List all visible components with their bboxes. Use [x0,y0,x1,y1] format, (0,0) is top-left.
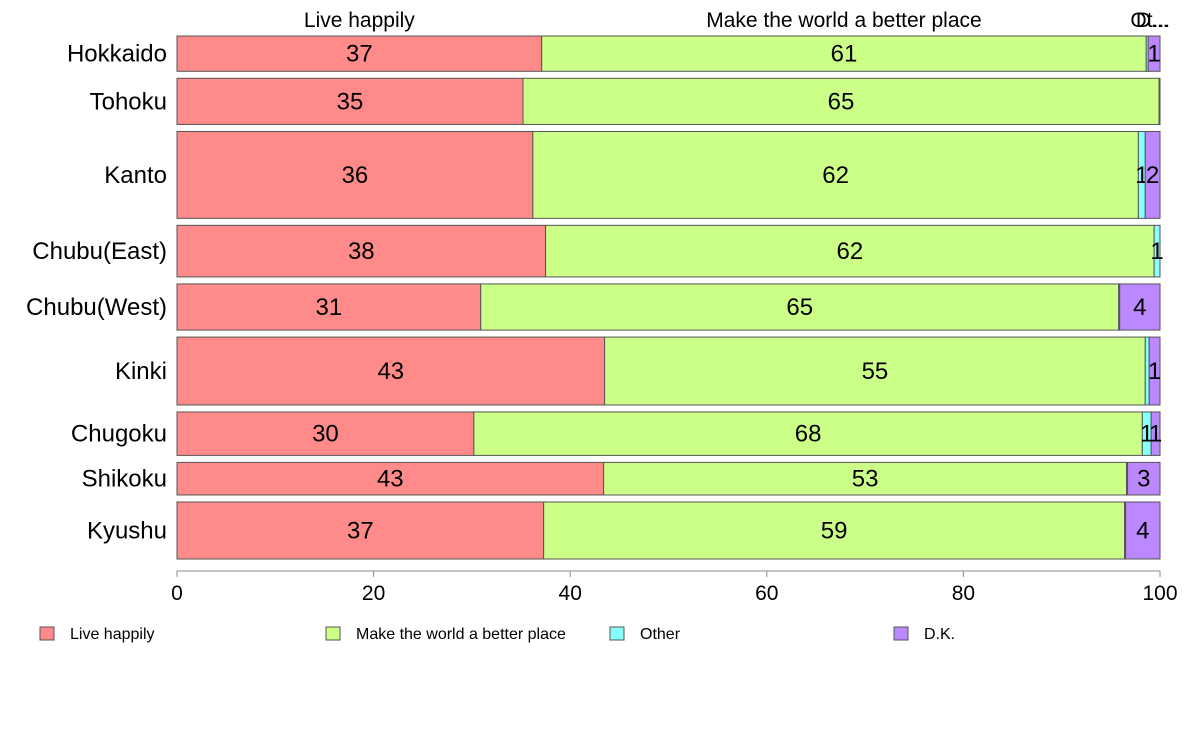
bar-kyushu-live-happily [176,501,545,560]
bar-chugoku-d-k [1150,411,1161,456]
bar-kyushu-make-the-world-a-better-place [543,501,1126,560]
value-label-kyushu-live-happily: 37 [347,517,374,544]
value-label-kanto-d-k: 2 [1146,162,1159,189]
value-label-chubu-east-live-happily: 38 [348,238,375,265]
value-label-tohoku-make-the-world-a-better-place: 65 [828,88,855,115]
x-tick-label-0: 0 [171,582,183,605]
legend-swatch-d-k [893,626,909,641]
value-label-tohoku-live-happily: 35 [337,88,364,115]
category-label-shikoku: Shikoku [82,466,167,493]
bar-hokkaido-make-the-world-a-better-place [541,35,1147,72]
category-label-chubu-east: Chubu(East) [32,238,167,265]
value-label-chubu-east-other: 1 [1150,238,1163,265]
value-label-chubu-west-make-the-world-a-better-place: 65 [786,294,813,321]
bar-chubu-west-make-the-world-a-better-place [480,283,1120,331]
category-label-kanto: Kanto [104,162,167,189]
top-label-d-k: D... [1136,9,1169,32]
value-label-kinki-live-happily: 43 [377,358,404,385]
x-tick-label-40: 40 [559,582,582,605]
value-label-kyushu-d-k: 4 [1136,517,1149,544]
bar-hokkaido-live-happily [176,35,543,72]
category-label-chubu-west: Chubu(West) [26,294,167,321]
legend-label-make-the-world-a-better-place: Make the world a better place [356,626,566,643]
value-label-chugoku-live-happily: 30 [312,421,339,448]
value-label-kinki-d-k: 1 [1148,358,1161,385]
bar-kanto-make-the-world-a-better-place [532,130,1139,219]
legend-label-other: Other [640,626,681,643]
value-label-kinki-make-the-world-a-better-place: 55 [862,358,889,385]
bar-kinki-make-the-world-a-better-place [604,336,1146,406]
legend-label-live-happily: Live happily [70,626,155,643]
legend-label-d-k: D.K. [924,626,955,643]
bar-kyushu-d-k [1125,501,1161,560]
value-label-shikoku-live-happily: 43 [377,466,404,493]
value-label-hokkaido-make-the-world-a-better-place: 61 [831,41,858,68]
x-axis: 0 20 40 60 80 100 [171,570,1178,605]
bar-chubu-west-d-k [1119,283,1161,331]
bar-tohoku-other [1158,77,1161,125]
value-label-chubu-east-make-the-world-a-better-place: 62 [837,238,864,265]
bar-kinki-d-k [1148,336,1161,406]
value-label-shikoku-make-the-world-a-better-place: 53 [852,466,879,493]
bar-chubu-east-other [1153,224,1161,278]
bar-shikoku-live-happily [176,461,605,496]
x-tick-label-20: 20 [362,582,385,605]
value-label-kyushu-make-the-world-a-better-place: 59 [821,517,848,544]
top-label-other: Ot... [1130,9,1170,32]
bar-kinki-live-happily [176,336,606,406]
x-tick-label-60: 60 [755,582,778,605]
bar-chubu-east-make-the-world-a-better-place [545,224,1155,278]
top-series-labels: Live happily Make the world a better plac… [304,9,1170,32]
value-label-shikoku-d-k: 3 [1137,466,1150,493]
value-label-chugoku-make-the-world-a-better-place: 68 [795,421,822,448]
category-label-tohoku: Tohoku [90,88,167,115]
bar-shikoku-d-k [1127,461,1161,496]
bar-tohoku-make-the-world-a-better-place [522,77,1160,125]
bar-kanto-d-k [1144,130,1161,219]
category-label-chugoku: Chugoku [71,421,167,448]
value-label-hokkaido-live-happily: 37 [346,41,373,68]
bar-shikoku-make-the-world-a-better-place [603,461,1128,496]
top-label-make-the-world-a-better-place: Make the world a better place [706,9,981,32]
bar-chugoku-live-happily [176,411,475,456]
value-label-chugoku-d-k: 1 [1149,421,1162,448]
bar-chugoku-make-the-world-a-better-place [473,411,1143,456]
x-tick-label-80: 80 [952,582,975,605]
value-label-chugoku-other: 1 [1140,421,1153,448]
category-label-kyushu: Kyushu [87,517,167,544]
value-label-kanto-make-the-world-a-better-place: 62 [822,162,849,189]
legend: Live happily Make the world a better plac… [39,626,955,643]
value-label-kanto-live-happily: 36 [342,162,369,189]
category-labels: Hokkaido Tohoku Kanto Chubu(East) Chubu(West… [26,41,167,545]
value-label-chubu-west-live-happily: 31 [316,294,343,321]
legend-swatch-other [609,626,625,641]
bar-chubu-east-live-happily [176,224,547,278]
value-label-chubu-west-d-k: 4 [1133,294,1146,321]
value-label-hokkaido-d-k: 1 [1147,41,1160,68]
x-tick-label-100: 100 [1142,582,1177,605]
category-label-kinki: Kinki [115,358,167,385]
legend-swatch-live-happily [39,626,55,641]
bar-hokkaido-d-k [1147,35,1161,72]
top-label-live-happily: Live happily [304,9,415,32]
category-label-hokkaido: Hokkaido [67,41,167,68]
legend-swatch-make-the-world-a-better-place [325,626,341,641]
bar-kanto-live-happily [176,130,534,219]
bar-tohoku-live-happily [176,77,524,125]
